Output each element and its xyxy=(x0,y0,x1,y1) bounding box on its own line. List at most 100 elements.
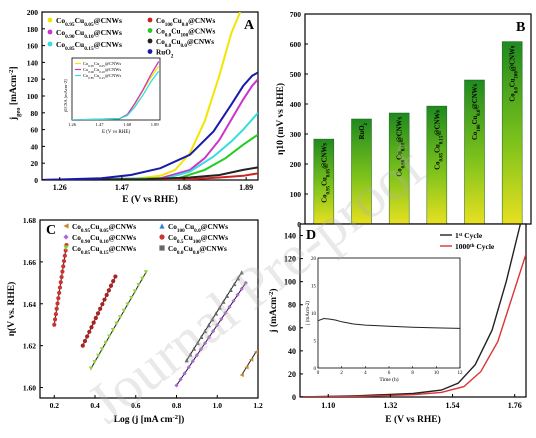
inset-y-label: j (mAcm-2) xyxy=(306,301,311,326)
panel-letter: A xyxy=(244,18,255,33)
plot-frame xyxy=(304,13,532,225)
inset-x-tick: 1.89 xyxy=(151,122,160,127)
point-Co0.0Cu0.0@CNWs xyxy=(210,317,215,322)
y-axis-label: η10 (mV vs RHE) xyxy=(275,83,286,155)
y-tick-label: 20 xyxy=(288,370,296,379)
bar-label-2: Co0.90Cu0.10@CNWs xyxy=(397,117,407,177)
x-axis-label: Log (j [mA cm-2]) xyxy=(114,414,185,426)
legend-label-r1: Co0.0Cu100@CNWs xyxy=(156,28,215,39)
inset-x-label: Time (h) xyxy=(379,376,398,383)
point-Co0.85Cu0.15@CNWs xyxy=(125,302,130,307)
series-line-Co0.0Cu0.0@CNWs xyxy=(42,166,258,180)
point-Co0.90Cu0.10@CNWs xyxy=(198,347,204,352)
y-tick-label: 40 xyxy=(31,142,39,151)
legend-marker xyxy=(47,29,53,35)
inset-x-tick: 6 xyxy=(388,371,391,376)
point-Co0.0Cu0.0@CNWs xyxy=(221,299,226,304)
point-Co0.85Cu0.15@CNWs xyxy=(92,360,97,365)
point-Co100Cu0.0@CNWs xyxy=(80,343,85,348)
point-Co0.85Cu0.15@CNWs xyxy=(136,283,141,288)
y-axis-label: jgeo [mAcm-2] xyxy=(8,66,22,121)
x-tick-label: 1.0 xyxy=(213,401,223,410)
point-Co0.90Cu0.10@CNWs xyxy=(235,292,240,297)
point-Co100Cu0.0@CNWs xyxy=(95,311,101,316)
x-tick-label: 1.47 xyxy=(115,183,129,192)
point-Co0.95Cu0.05@CNWs xyxy=(244,365,249,370)
series-group xyxy=(52,243,258,388)
point-Co0.5Cu100@CNWs xyxy=(55,301,60,306)
legend-label-r3: RuO2 xyxy=(156,49,174,60)
point-Co0.0Cu0.0@CNWs xyxy=(188,352,193,357)
panel-c: 1.60 1.62 1.64 1.66 1.68 0.2 0.4 0.6 0.8 1.0 1.2 Lo… xyxy=(6,216,263,425)
point-Co0.0Cu0.0@CNWs xyxy=(228,287,233,293)
y-tick-label: 140 xyxy=(284,232,296,241)
point-Co0.90Cu0.10@CNWs xyxy=(194,353,199,358)
point-Co100Cu0.0@CNWs xyxy=(106,288,111,293)
point-Co0.85Cu0.15@CNWs xyxy=(99,347,105,352)
y-tick-label: 80 xyxy=(288,301,296,310)
point-Co100Cu0.0@CNWs xyxy=(93,315,98,321)
y-tick-label: 60 xyxy=(31,126,39,135)
legend-marker xyxy=(147,17,153,23)
bar-label-1: RuO2 xyxy=(359,122,369,139)
y-tick-label: 40 xyxy=(288,347,296,356)
y-tick-label: 100 xyxy=(284,278,296,287)
point-Co0.95Cu0.05@CNWs xyxy=(253,349,258,354)
point-Co0.85Cu0.15@CNWs xyxy=(88,366,94,371)
y-tick-label: 120 xyxy=(284,255,296,264)
panel-b: 0 100 200 300 400 500 600 700 Co0.95Cu0.05@CNWs R… xyxy=(275,10,532,239)
inset-legend-label: Co0.85Cu0.15@CNWs xyxy=(83,73,122,80)
inset-y-label: jECSA [mAcm-2] xyxy=(63,79,68,113)
legend-label-1: Co0.90Cu0.10@CNWs xyxy=(56,28,122,40)
point-Co0.0Cu0.0@CNWs xyxy=(232,281,237,287)
point-Co0.90Cu0.10@CNWs xyxy=(178,377,183,382)
inset-x-tick: 12 xyxy=(458,371,464,376)
x-tick-label: 1.32 xyxy=(383,401,397,410)
inset-x-tick: 1.47 xyxy=(96,122,105,127)
legend-label-r0: Co100Cu0.0@CNWs xyxy=(156,17,215,28)
point-Co0.5Cu100@CNWs xyxy=(61,264,66,269)
x-tick-label: 1.89 xyxy=(239,183,253,192)
fit-line-Co100Cu0.0@CNWs xyxy=(82,276,116,346)
point-Co0.5Cu100@CNWs xyxy=(61,258,67,264)
point-Co0.0Cu0.0@CNWs xyxy=(184,358,189,363)
point-Co0.5Cu100@CNWs xyxy=(54,306,59,311)
x-axis-label: E (V vs RHE) xyxy=(122,194,178,205)
point-Co100Cu0.0@CNWs xyxy=(102,297,107,302)
y-tick-label: 0 xyxy=(292,393,296,402)
panel-letter: D xyxy=(306,228,316,243)
y-tick-label: 1.68 xyxy=(23,216,36,225)
inset-legend-label: Co0.95Cu0.05@CNWs xyxy=(83,61,122,68)
y-tick-label: 1.66 xyxy=(23,258,36,267)
inset-y-tick: 15 xyxy=(311,285,317,290)
point-Co100Cu0.0@CNWs xyxy=(87,329,92,334)
inset-x-label: E (V vs RHE) xyxy=(102,130,130,135)
y-tick-label: 600 xyxy=(290,40,302,49)
point-Co0.85Cu0.15@CNWs xyxy=(110,328,116,333)
point-Co0.85Cu0.15@CNWs xyxy=(103,340,108,346)
inset-frame xyxy=(71,57,161,121)
series-line-Co0.85Cu0.15@CNWs xyxy=(42,112,258,180)
point-Co0.90Cu0.10@CNWs xyxy=(215,322,220,328)
bar-label-4: Co100Cu0.0@CNWs xyxy=(472,84,482,140)
point-Co0.0Cu0.0@CNWs xyxy=(199,334,204,339)
y-tick-label: 120 xyxy=(27,75,39,84)
y-tick-label: 1.60 xyxy=(23,384,36,393)
inset-x-tick: 10 xyxy=(434,371,440,376)
panel-a: 0 20 40 60 80 100 120 140 160 180 200 1.26 1.47 1.68 1… xyxy=(8,8,259,205)
x-tick-label: 1.26 xyxy=(53,183,67,192)
series-group xyxy=(300,224,526,397)
point-Co0.85Cu0.15@CNWs xyxy=(114,321,119,326)
y-tick-label: 200 xyxy=(27,8,39,17)
point-Co0.0Cu0.0@CNWs xyxy=(224,293,230,298)
point-Co0.5Cu100@CNWs xyxy=(59,274,64,280)
y-tick-label: 500 xyxy=(290,70,302,79)
inset-y-tick: 5 xyxy=(314,340,317,345)
x-tick-label: 0.2 xyxy=(50,401,60,410)
point-Co0.85Cu0.15@CNWs xyxy=(140,276,145,281)
bar-label-3: Co0.85Cu0.15@CNWs xyxy=(434,110,444,170)
y-tick-label: 400 xyxy=(290,100,302,109)
y-tick-label: 0 xyxy=(297,220,301,229)
point-Co0.85Cu0.15@CNWs xyxy=(96,353,101,358)
